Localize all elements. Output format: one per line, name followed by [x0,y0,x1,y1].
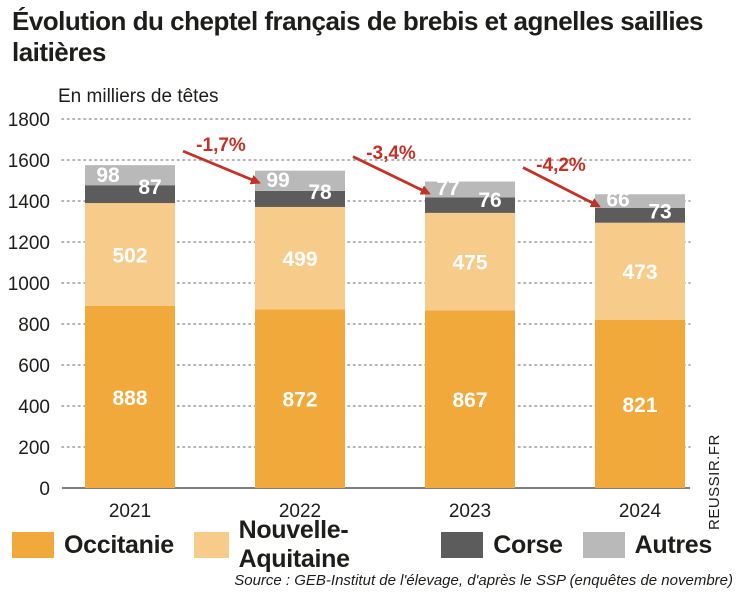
y-tick-label-1400: 1400 [8,192,50,213]
x-tick-label-2024: 2024 [619,501,662,522]
bar-nouvelle-aquitaine-2022 [255,206,345,310]
bar-nouvelle-aquitaine-2021 [85,203,175,306]
bar-autres-2024 [595,194,685,208]
bar-autres-2023 [425,181,515,198]
y-tick-label-1200: 1200 [8,233,50,254]
value-label-autres-2021: 98 [96,164,120,187]
value-label-occitanie-2023: 867 [452,389,487,412]
y-tick-label-800: 800 [18,315,50,336]
legend-swatch-occitanie [12,532,54,558]
value-label-nouvelle-aquitaine-2022: 499 [282,248,317,271]
legend-item-corse: Corse [441,530,563,560]
value-label-occitanie-2024: 821 [622,394,657,417]
x-tick-label-2021: 2021 [109,501,151,522]
value-label-nouvelle-aquitaine-2021: 502 [112,245,147,268]
change-arrow-1 [182,149,261,185]
x-tick-label-2023: 2023 [449,501,491,522]
legend-item-autres: Autres [582,530,713,560]
y-tick-label-0: 0 [39,479,50,500]
y-tick-label-600: 600 [18,356,50,377]
legend-item-nouvelle-aquitaine: Nouvelle-Aquitaine [193,516,421,574]
value-label-occitanie-2022: 872 [282,389,317,412]
legend-swatch-autres [582,532,625,558]
legend-swatch-nouvelle-aquitaine [193,532,229,558]
change-label-2: -3,4% [366,143,416,164]
value-label-corse-2021: 87 [138,176,161,199]
value-label-occitanie-2021: 888 [112,387,147,410]
value-label-corse-2024: 73 [648,200,671,223]
value-label-autres-2022: 99 [266,169,289,192]
x-tick-label-2022: 2022 [279,501,321,522]
bar-occitanie-2023 [425,310,515,488]
legend: Occitanie Nouvelle-Aquitaine Corse Autre… [12,516,732,573]
bar-corse-2023 [425,197,515,213]
value-label-nouvelle-aquitaine-2024: 473 [622,261,657,284]
change-arrow-2 [352,155,431,195]
change-label-3: -4,2% [536,155,586,176]
y-tick-label-1800: 1800 [8,110,50,131]
y-tick-label-1000: 1000 [8,274,50,295]
change-arrow-3 [522,166,601,208]
legend-label-occitanie: Occitanie [64,530,174,559]
y-tick-label-200: 200 [18,438,50,459]
value-label-autres-2023: 77 [436,177,459,200]
credit-watermark: REUSSIR.FR [706,434,723,530]
bar-corse-2024 [595,207,685,223]
bar-occitanie-2021 [85,305,175,488]
value-label-nouvelle-aquitaine-2023: 475 [452,252,487,275]
bar-corse-2022 [255,190,345,207]
legend-item-occitanie: Occitanie [12,531,174,560]
value-label-autres-2024: 66 [606,188,629,211]
bar-nouvelle-aquitaine-2023 [425,212,515,311]
unit-label: En milliers de têtes [58,86,219,107]
y-tick-label-1600: 1600 [8,151,50,172]
y-tick-label-400: 400 [18,397,50,418]
legend-label-nouvelle-aquitaine: Nouvelle-Aquitaine [238,516,351,573]
bar-occitanie-2022 [255,309,345,488]
source-note: Source : GEB-Institut de l'élevage, d'ap… [234,572,733,589]
bar-occitanie-2024 [595,319,685,488]
legend-label-corse: Corse [493,530,563,559]
stacked-bar-chart: 0 200 400 600 800 1000 1200 1400 1600 1800 888 502… [8,110,691,522]
legend-swatch-corse [441,532,484,558]
bar-corse-2021 [85,185,175,204]
change-label-1: -1,7% [196,135,246,156]
value-label-corse-2022: 78 [308,181,332,204]
value-label-corse-2023: 76 [478,189,501,212]
legend-label-autres: Autres [634,530,713,559]
bar-autres-2021 [85,165,175,186]
chart-title: Évolution du cheptel français de brebis … [12,6,704,67]
bar-autres-2022 [255,170,345,191]
bar-nouvelle-aquitaine-2024 [595,222,685,320]
